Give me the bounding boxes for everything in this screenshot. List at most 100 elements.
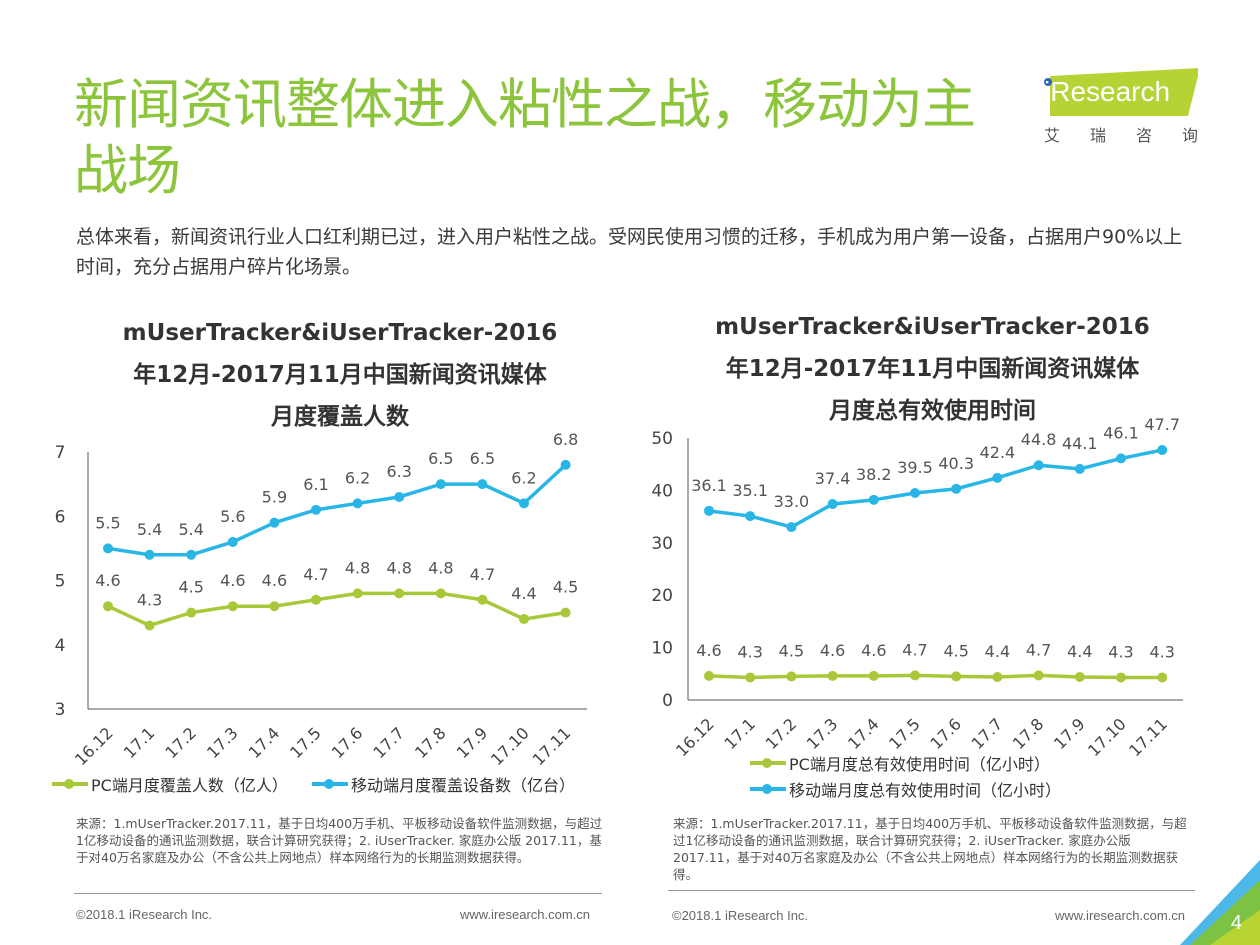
data-label: 4.4 bbox=[511, 584, 536, 603]
website-link-right[interactable]: www.iresearch.com.cn bbox=[1055, 908, 1186, 923]
data-point bbox=[519, 614, 529, 625]
series-line-mobile bbox=[107, 463, 567, 557]
data-point bbox=[144, 620, 155, 631]
data-point bbox=[269, 601, 280, 612]
data-point bbox=[519, 498, 529, 509]
data-label: 5.4 bbox=[178, 520, 203, 539]
data-point bbox=[394, 491, 405, 502]
data-label: 47.7 bbox=[1144, 415, 1180, 434]
chart-2-title-line: 年12月-2017年11月中国新闻资讯媒体 bbox=[725, 356, 1140, 382]
data-point bbox=[745, 511, 756, 522]
x-tick-label: 17.5 bbox=[885, 714, 924, 753]
logo-band-shape bbox=[1050, 68, 1198, 116]
logo-brand-text: iResearch bbox=[1044, 76, 1171, 107]
data-label: 5.9 bbox=[262, 488, 287, 507]
page-title: 新闻资讯整体进入粘性之战，移动为主战场 bbox=[74, 73, 976, 202]
data-point bbox=[786, 522, 797, 533]
x-tick-label: 16.12 bbox=[71, 723, 117, 769]
logo-dot-icon bbox=[1044, 78, 1052, 86]
legend-label: 移动端月度总有效使用时间（亿小时） bbox=[789, 781, 1062, 800]
website-link-left[interactable]: www.iresearch.com.cn bbox=[460, 907, 591, 922]
y-tick-label: 7 bbox=[55, 443, 66, 463]
logo-cn-char: 咨 bbox=[1135, 126, 1152, 145]
data-point bbox=[827, 499, 838, 510]
legend-label: 移动端月度覆盖设备数（亿台） bbox=[351, 776, 576, 795]
data-point bbox=[1033, 670, 1044, 681]
x-tick-label: 17.1 bbox=[720, 714, 759, 753]
chart-2-title-line: 月度总有效使用时间 bbox=[829, 398, 1036, 424]
data-label: 4.7 bbox=[902, 640, 927, 659]
chart-1-title: mUserTracker&iUserTracker-2016 年12月-2017… bbox=[70, 312, 610, 438]
y-tick-label: 3 bbox=[55, 700, 66, 720]
chart-2-legend-pc: PC端月度总有效使用时间（亿小时） bbox=[750, 751, 1050, 775]
data-label: 44.1 bbox=[1062, 434, 1098, 453]
chart-1-title-line: 年12月-2017月11月中国新闻资讯媒体 bbox=[133, 362, 547, 388]
data-point bbox=[745, 672, 756, 683]
corner-triangle-blue bbox=[1180, 860, 1260, 945]
copyright-right: ©2018.1 iResearch Inc. bbox=[672, 908, 809, 923]
data-point bbox=[1116, 672, 1126, 683]
data-label: 6.2 bbox=[345, 468, 370, 487]
corner-triangle-lime bbox=[1210, 910, 1260, 945]
data-label: 4.7 bbox=[1026, 640, 1051, 659]
y-tick-label: 30 bbox=[651, 534, 673, 554]
data-label: 6.1 bbox=[303, 475, 328, 494]
footer-divider-right bbox=[668, 890, 1195, 891]
data-point bbox=[103, 601, 113, 612]
data-label: 42.4 bbox=[980, 443, 1016, 462]
data-point bbox=[186, 549, 197, 560]
data-label: 36.1 bbox=[691, 476, 727, 495]
x-tick-label: 17.9 bbox=[1050, 714, 1089, 753]
data-label: 4.3 bbox=[737, 642, 762, 661]
data-label: 38.2 bbox=[856, 465, 892, 484]
data-label: 4.6 bbox=[861, 641, 886, 660]
data-point bbox=[352, 588, 363, 599]
page-number: 4 bbox=[1230, 912, 1242, 934]
y-tick-label: 6 bbox=[55, 507, 66, 527]
legend-line-marker-icon bbox=[750, 784, 786, 794]
data-label: 4.8 bbox=[345, 558, 370, 577]
data-point bbox=[477, 479, 488, 490]
x-tick-label: 17.4 bbox=[844, 714, 883, 753]
x-tick-label: 17.4 bbox=[245, 723, 284, 762]
data-label: 5.5 bbox=[95, 513, 120, 532]
data-label: 4.7 bbox=[470, 565, 495, 584]
data-label: 6.5 bbox=[428, 449, 453, 468]
legend-line-marker-icon bbox=[52, 779, 88, 789]
x-tick-label: 17.8 bbox=[411, 723, 450, 762]
data-point bbox=[1033, 460, 1044, 471]
data-point bbox=[827, 670, 838, 681]
series-line-pc bbox=[107, 591, 566, 628]
x-tick-label: 17.3 bbox=[203, 723, 242, 762]
data-label: 46.1 bbox=[1103, 423, 1139, 442]
data-point bbox=[1074, 463, 1085, 474]
y-tick-label: 4 bbox=[55, 636, 66, 656]
data-point bbox=[560, 607, 571, 618]
data-label: 6.3 bbox=[386, 462, 411, 481]
data-point bbox=[103, 543, 113, 554]
data-point bbox=[269, 517, 280, 528]
data-point bbox=[951, 483, 962, 494]
series-line-mobile bbox=[708, 448, 1163, 529]
legend-line-marker-icon bbox=[750, 758, 786, 768]
chart-1-source-note: 来源：1.mUserTracker.2017.11，基于日均400万手机、平板移… bbox=[76, 816, 603, 865]
chart-2-title: mUserTracker&iUserTracker-2016 年12月-2017… bbox=[660, 306, 1205, 432]
data-point bbox=[477, 594, 488, 605]
data-point bbox=[786, 671, 797, 682]
data-point bbox=[910, 670, 920, 681]
data-label: 33.0 bbox=[774, 492, 810, 511]
x-tick-label: 17.7 bbox=[369, 723, 408, 762]
data-point bbox=[311, 504, 321, 515]
data-label: 4.5 bbox=[178, 578, 203, 597]
x-tick-label: 17.3 bbox=[803, 714, 842, 753]
logo-cn-char: 询 bbox=[1181, 126, 1198, 145]
data-point bbox=[311, 594, 321, 605]
data-label: 4.7 bbox=[303, 565, 328, 584]
data-label: 4.6 bbox=[95, 571, 120, 590]
logo-chinese-name: 艾 瑞 咨 询 bbox=[1044, 122, 1198, 146]
data-point bbox=[1116, 453, 1126, 464]
x-tick-label: 17.10 bbox=[1084, 714, 1130, 760]
data-point bbox=[951, 671, 962, 682]
legend-line-marker-icon bbox=[312, 779, 348, 789]
